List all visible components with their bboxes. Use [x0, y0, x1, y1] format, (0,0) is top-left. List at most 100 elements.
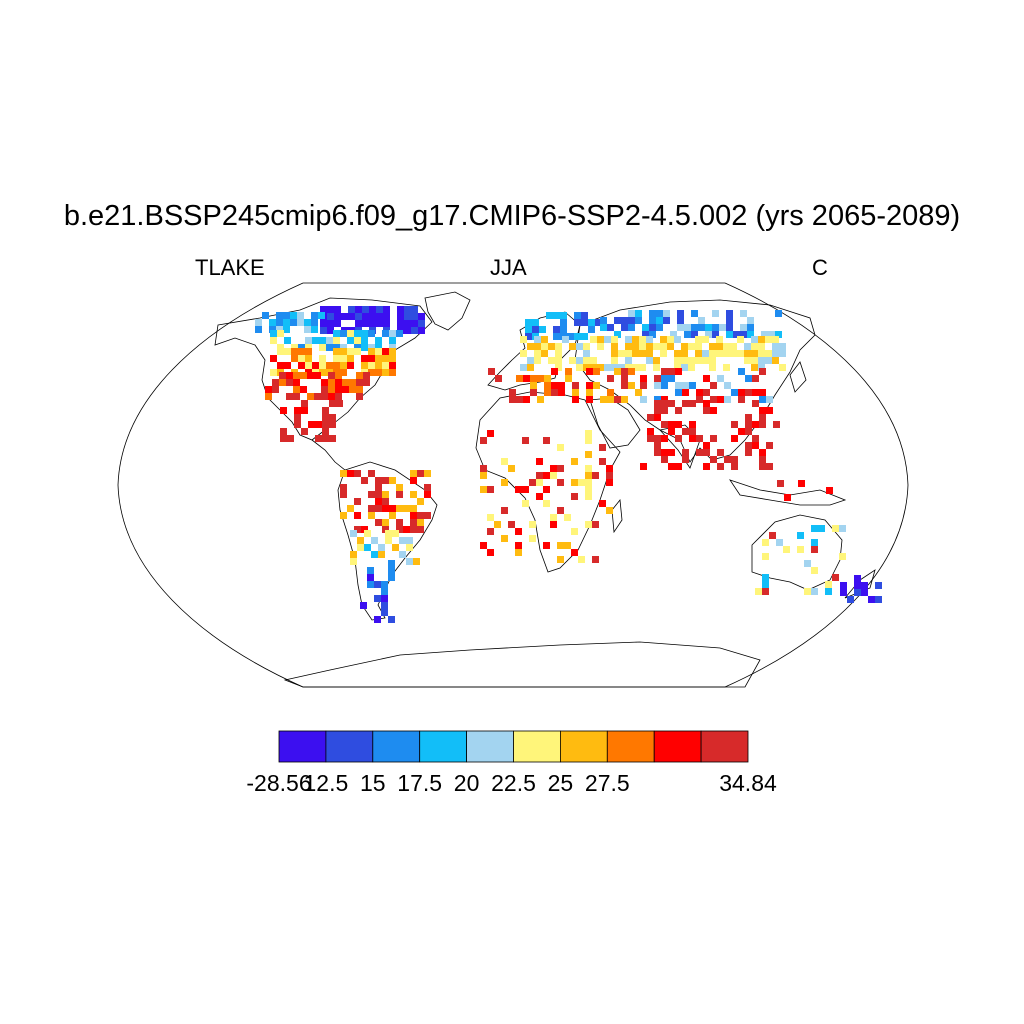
lake-cell: [558, 382, 565, 389]
lake-cell: [300, 386, 307, 393]
lake-cell: [411, 320, 418, 327]
lake-cell: [668, 449, 675, 456]
lake-cell: [583, 364, 590, 371]
coast-madagascar: [611, 498, 623, 534]
lake-cell: [811, 539, 818, 546]
lake-cell: [527, 364, 534, 371]
lake-cell: [279, 379, 286, 386]
lake-cell: [689, 400, 696, 407]
lake-cell: [825, 581, 832, 588]
lake-cell: [396, 484, 403, 491]
lake-cell: [551, 382, 558, 389]
lake-cell: [300, 372, 307, 379]
lake-cell: [382, 355, 389, 362]
lake-cell: [674, 364, 681, 371]
lake-cell: [319, 337, 326, 344]
lake-cell: [726, 331, 733, 338]
lake-cell: [572, 382, 579, 389]
lake-cell: [318, 312, 325, 319]
lake-cell: [335, 393, 342, 400]
lake-cell: [660, 350, 667, 357]
lake-cell: [744, 343, 751, 350]
lake-cell: [327, 306, 334, 313]
lake-cell: [625, 343, 632, 350]
lake-cell: [752, 435, 759, 442]
lake-cell: [661, 435, 668, 442]
lake-cell: [355, 306, 362, 313]
lake-cell: [382, 491, 389, 498]
lake-cell: [861, 582, 868, 589]
lake-cell: [761, 331, 768, 338]
lake-cell: [600, 317, 607, 324]
lake-cell: [269, 319, 276, 326]
lake-cell: [406, 544, 413, 551]
lake-cell: [418, 320, 425, 327]
lake-cell: [745, 375, 752, 382]
lake-cell: [410, 477, 417, 484]
lake-cell: [625, 350, 632, 357]
lake-cell: [654, 407, 661, 414]
lake-cell: [368, 355, 375, 362]
lake-cell: [775, 310, 782, 317]
lake-cell: [712, 310, 719, 317]
lake-cell: [347, 505, 354, 512]
lake-cell: [777, 480, 784, 487]
lake-cell: [621, 396, 628, 403]
lake-cell: [726, 310, 733, 317]
lake-cell: [592, 472, 599, 479]
lake-cell: [840, 582, 847, 589]
lake-cell: [334, 306, 341, 313]
lake-cell: [293, 379, 300, 386]
lake-cell: [592, 556, 599, 563]
colorbar-tick-label: 20: [453, 770, 480, 796]
lake-cell: [766, 407, 773, 414]
lake-cell: [557, 507, 564, 514]
lake-cell: [656, 310, 663, 317]
lake-cell: [654, 375, 661, 382]
lake-cell: [832, 574, 839, 581]
lake-cell: [628, 317, 635, 324]
lake-cell: [557, 465, 564, 472]
lake-cell: [546, 312, 553, 319]
lake-cell: [745, 421, 752, 428]
lake-cell: [604, 336, 611, 343]
lake-cell: [348, 306, 355, 313]
lake-cell: [597, 343, 604, 350]
lake-cell: [703, 407, 710, 414]
lake-cell: [298, 362, 305, 369]
lake-cell: [649, 331, 656, 338]
lake-cell: [319, 344, 326, 351]
lake-cell: [287, 435, 294, 442]
lake-cell: [691, 331, 698, 338]
lake-cell: [588, 326, 595, 333]
lake-cell: [647, 414, 654, 421]
lake-cell: [586, 389, 593, 396]
lake-cell: [688, 343, 695, 350]
lake-cell: [668, 375, 675, 382]
colorbar-box: [419, 730, 468, 763]
lake-cell: [361, 344, 368, 351]
lake-cell: [544, 375, 551, 382]
lake-cell: [494, 521, 501, 528]
lake-cell: [529, 479, 536, 486]
lake-cell: [730, 343, 737, 350]
lake-cell: [740, 331, 747, 338]
lake-cell: [536, 472, 543, 479]
lake-cell: [677, 324, 684, 331]
lake-cell: [548, 357, 555, 364]
lake-cell: [362, 320, 369, 327]
lake-cell: [308, 421, 315, 428]
lake-cell: [516, 396, 523, 403]
lake-cell: [674, 336, 681, 343]
lake-cell: [340, 491, 347, 498]
lake-cell: [328, 372, 335, 379]
lake-cell: [329, 421, 336, 428]
lake-cell: [583, 343, 590, 350]
lake-cell: [361, 330, 368, 337]
lake-cell: [621, 324, 628, 331]
lake-cell: [607, 324, 614, 331]
lake-cell: [784, 494, 791, 501]
lake-cell: [543, 437, 550, 444]
lake-cell: [527, 357, 534, 364]
lake-cell: [522, 437, 529, 444]
